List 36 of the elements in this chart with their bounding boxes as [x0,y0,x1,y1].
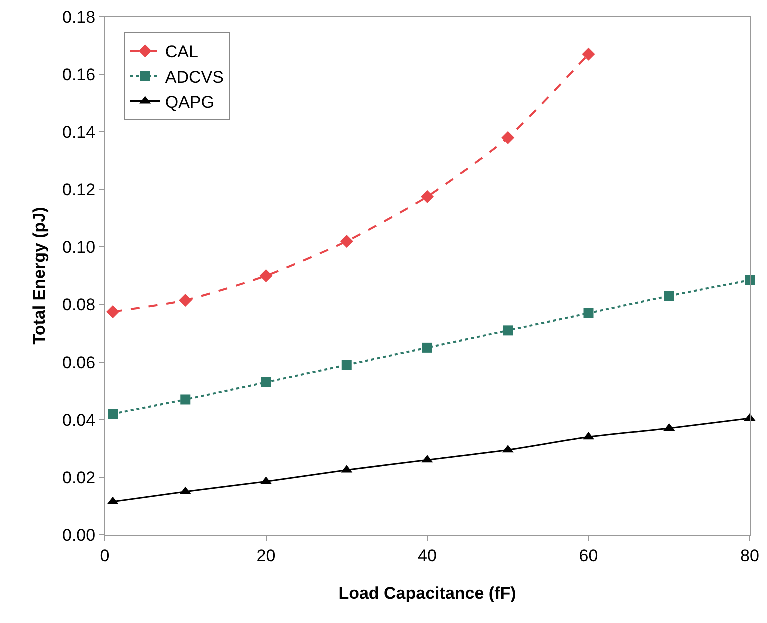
point [106,305,120,318]
point [664,291,674,302]
point [421,190,434,204]
x-tick-label: 20 [256,546,276,566]
y-tick-label: 0.10 [62,238,96,258]
point [261,377,272,388]
legend-label: QAPG [165,92,214,112]
y-tick-label: 0.12 [62,180,96,200]
y-tick-label: 0.04 [62,410,96,430]
point [342,360,352,370]
point [340,234,354,248]
legend-label: CAL [165,42,198,62]
y-tick-label: 0.00 [62,526,96,545]
x-axis-title: Load Capacitance (fF) [338,584,516,603]
y-tick-label: 0.14 [62,123,96,142]
point [422,342,432,353]
point [502,131,515,144]
x-tick-label: 40 [418,546,437,566]
point [745,275,755,286]
point [260,270,273,282]
x-tick-label: 0 [100,546,110,566]
point [582,48,596,61]
point [180,394,191,405]
y-tick-label: 0.16 [62,66,96,85]
point [584,308,594,318]
x-tick-label: 60 [579,546,598,566]
legend-label: ADCVS [165,68,224,87]
y-tick-label: 0.18 [62,8,96,27]
x-tick-label: 80 [740,546,760,566]
y-tick-label: 0.06 [62,353,96,372]
y-tick-label: 0.08 [62,296,96,315]
point [108,409,118,420]
y-tick-label: 0.02 [62,468,96,488]
y-axis-title: Total Energy (pJ) [30,207,50,345]
point [503,326,514,336]
point [179,294,192,307]
